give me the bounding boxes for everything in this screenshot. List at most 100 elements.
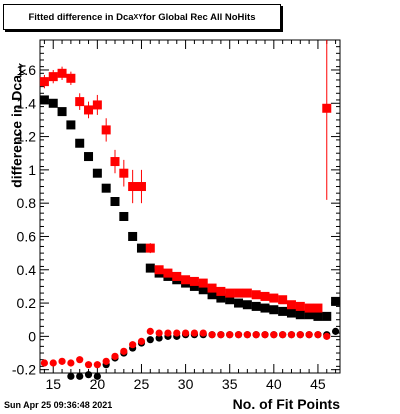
circle-marker: [261, 331, 269, 339]
square-marker: [189, 276, 199, 286]
square-marker: [128, 182, 138, 192]
x-tick-label: 25: [134, 376, 150, 392]
square-marker: [286, 300, 296, 310]
circle-marker: [40, 359, 49, 367]
square-marker: [92, 168, 102, 178]
circle-marker: [129, 341, 137, 349]
square-marker: [39, 95, 49, 105]
square-marker: [260, 303, 270, 313]
x-tick-label: 35: [222, 376, 238, 392]
square-marker: [84, 152, 94, 162]
square-marker: [101, 125, 111, 135]
circle-marker: [120, 347, 128, 355]
x-tick-label: 45: [310, 376, 326, 392]
square-marker: [57, 68, 67, 78]
square-marker: [101, 183, 111, 193]
square-marker: [269, 305, 279, 315]
square-marker: [269, 293, 279, 303]
circle-marker: [305, 331, 313, 339]
square-marker: [242, 300, 252, 310]
circle-marker: [296, 331, 304, 339]
square-marker: [322, 311, 332, 321]
x-tick-label: 15: [45, 376, 61, 392]
square-marker: [172, 271, 182, 281]
circle-marker: [217, 331, 225, 339]
circle-marker: [49, 359, 57, 367]
circle-marker: [199, 329, 207, 337]
square-marker: [251, 301, 261, 311]
circle-marker: [164, 329, 172, 337]
square-marker: [163, 268, 173, 278]
chart-title: Fitted difference in Dca XY for Global Re…: [3, 4, 281, 30]
square-marker: [234, 288, 244, 298]
circle-marker: [146, 336, 154, 344]
square-marker: [207, 290, 217, 300]
circle-marker: [279, 331, 287, 339]
square-marker: [66, 73, 76, 83]
y-tick-label: 0.6: [17, 228, 37, 244]
y-tick-label: 0.8: [17, 195, 37, 211]
y-tick-label: 1.6: [17, 62, 37, 78]
y-tick-label: 0.4: [17, 262, 37, 278]
circle-marker: [155, 334, 163, 342]
square-marker: [242, 288, 252, 298]
square-marker: [295, 310, 305, 320]
square-marker: [304, 310, 314, 320]
square-marker: [198, 278, 208, 288]
square-marker: [75, 138, 85, 148]
square-marker: [136, 182, 146, 192]
square-marker: [251, 290, 261, 300]
square-marker: [313, 303, 323, 313]
square-marker: [145, 263, 155, 273]
square-marker: [304, 303, 314, 313]
square-marker: [278, 295, 288, 305]
circle-marker: [243, 331, 251, 339]
circle-marker: [252, 331, 260, 339]
circle-marker: [146, 327, 154, 335]
square-marker: [57, 107, 67, 117]
square-marker: [278, 306, 288, 316]
square-marker: [136, 243, 146, 253]
square-marker: [189, 281, 199, 291]
circle-marker: [287, 331, 296, 339]
circle-marker: [323, 332, 331, 340]
circle-marker: [173, 329, 181, 337]
square-marker: [154, 265, 164, 275]
circle-marker: [155, 329, 163, 337]
square-marker: [181, 275, 191, 285]
circle-marker: [84, 361, 93, 369]
circle-marker: [102, 357, 110, 365]
chart-title-prefix: Fitted difference in Dca: [28, 11, 134, 23]
square-marker: [84, 105, 94, 115]
circle-marker: [93, 372, 101, 380]
square-marker: [207, 283, 217, 293]
y-tick-label: -0.2: [12, 362, 36, 378]
square-marker: [119, 168, 129, 178]
x-tick-label: 30: [178, 376, 194, 392]
chart-title-subscript: XY: [133, 13, 143, 21]
square-marker: [110, 197, 120, 207]
chart-title-suffix: for Global Rec All NoHits: [142, 11, 256, 23]
square-marker: [322, 103, 332, 113]
x-tick-label: 20: [90, 376, 106, 392]
square-marker: [75, 97, 85, 107]
square-marker: [216, 293, 226, 303]
square-marker: [48, 72, 58, 82]
circle-marker: [84, 371, 93, 379]
circle-marker: [314, 331, 322, 339]
x-tick-label: 40: [266, 376, 282, 392]
square-marker: [48, 98, 58, 108]
square-marker: [260, 291, 270, 301]
x-axis-title: No. of Fit Points: [232, 396, 340, 412]
circle-marker: [58, 357, 66, 365]
circle-marker: [234, 331, 243, 339]
plot-frame: [39, 39, 341, 374]
data-marks: [39, 40, 341, 380]
axis-ticks: 15 20 25 30 35 40 45 -0.2 0 0.2 0.4 0.6 0.8 1 1.2 1.4 1.…: [12, 39, 340, 392]
y-tick-label: 1: [28, 162, 36, 178]
circle-marker: [137, 337, 146, 345]
square-marker: [66, 120, 76, 130]
square-marker: [313, 311, 323, 321]
